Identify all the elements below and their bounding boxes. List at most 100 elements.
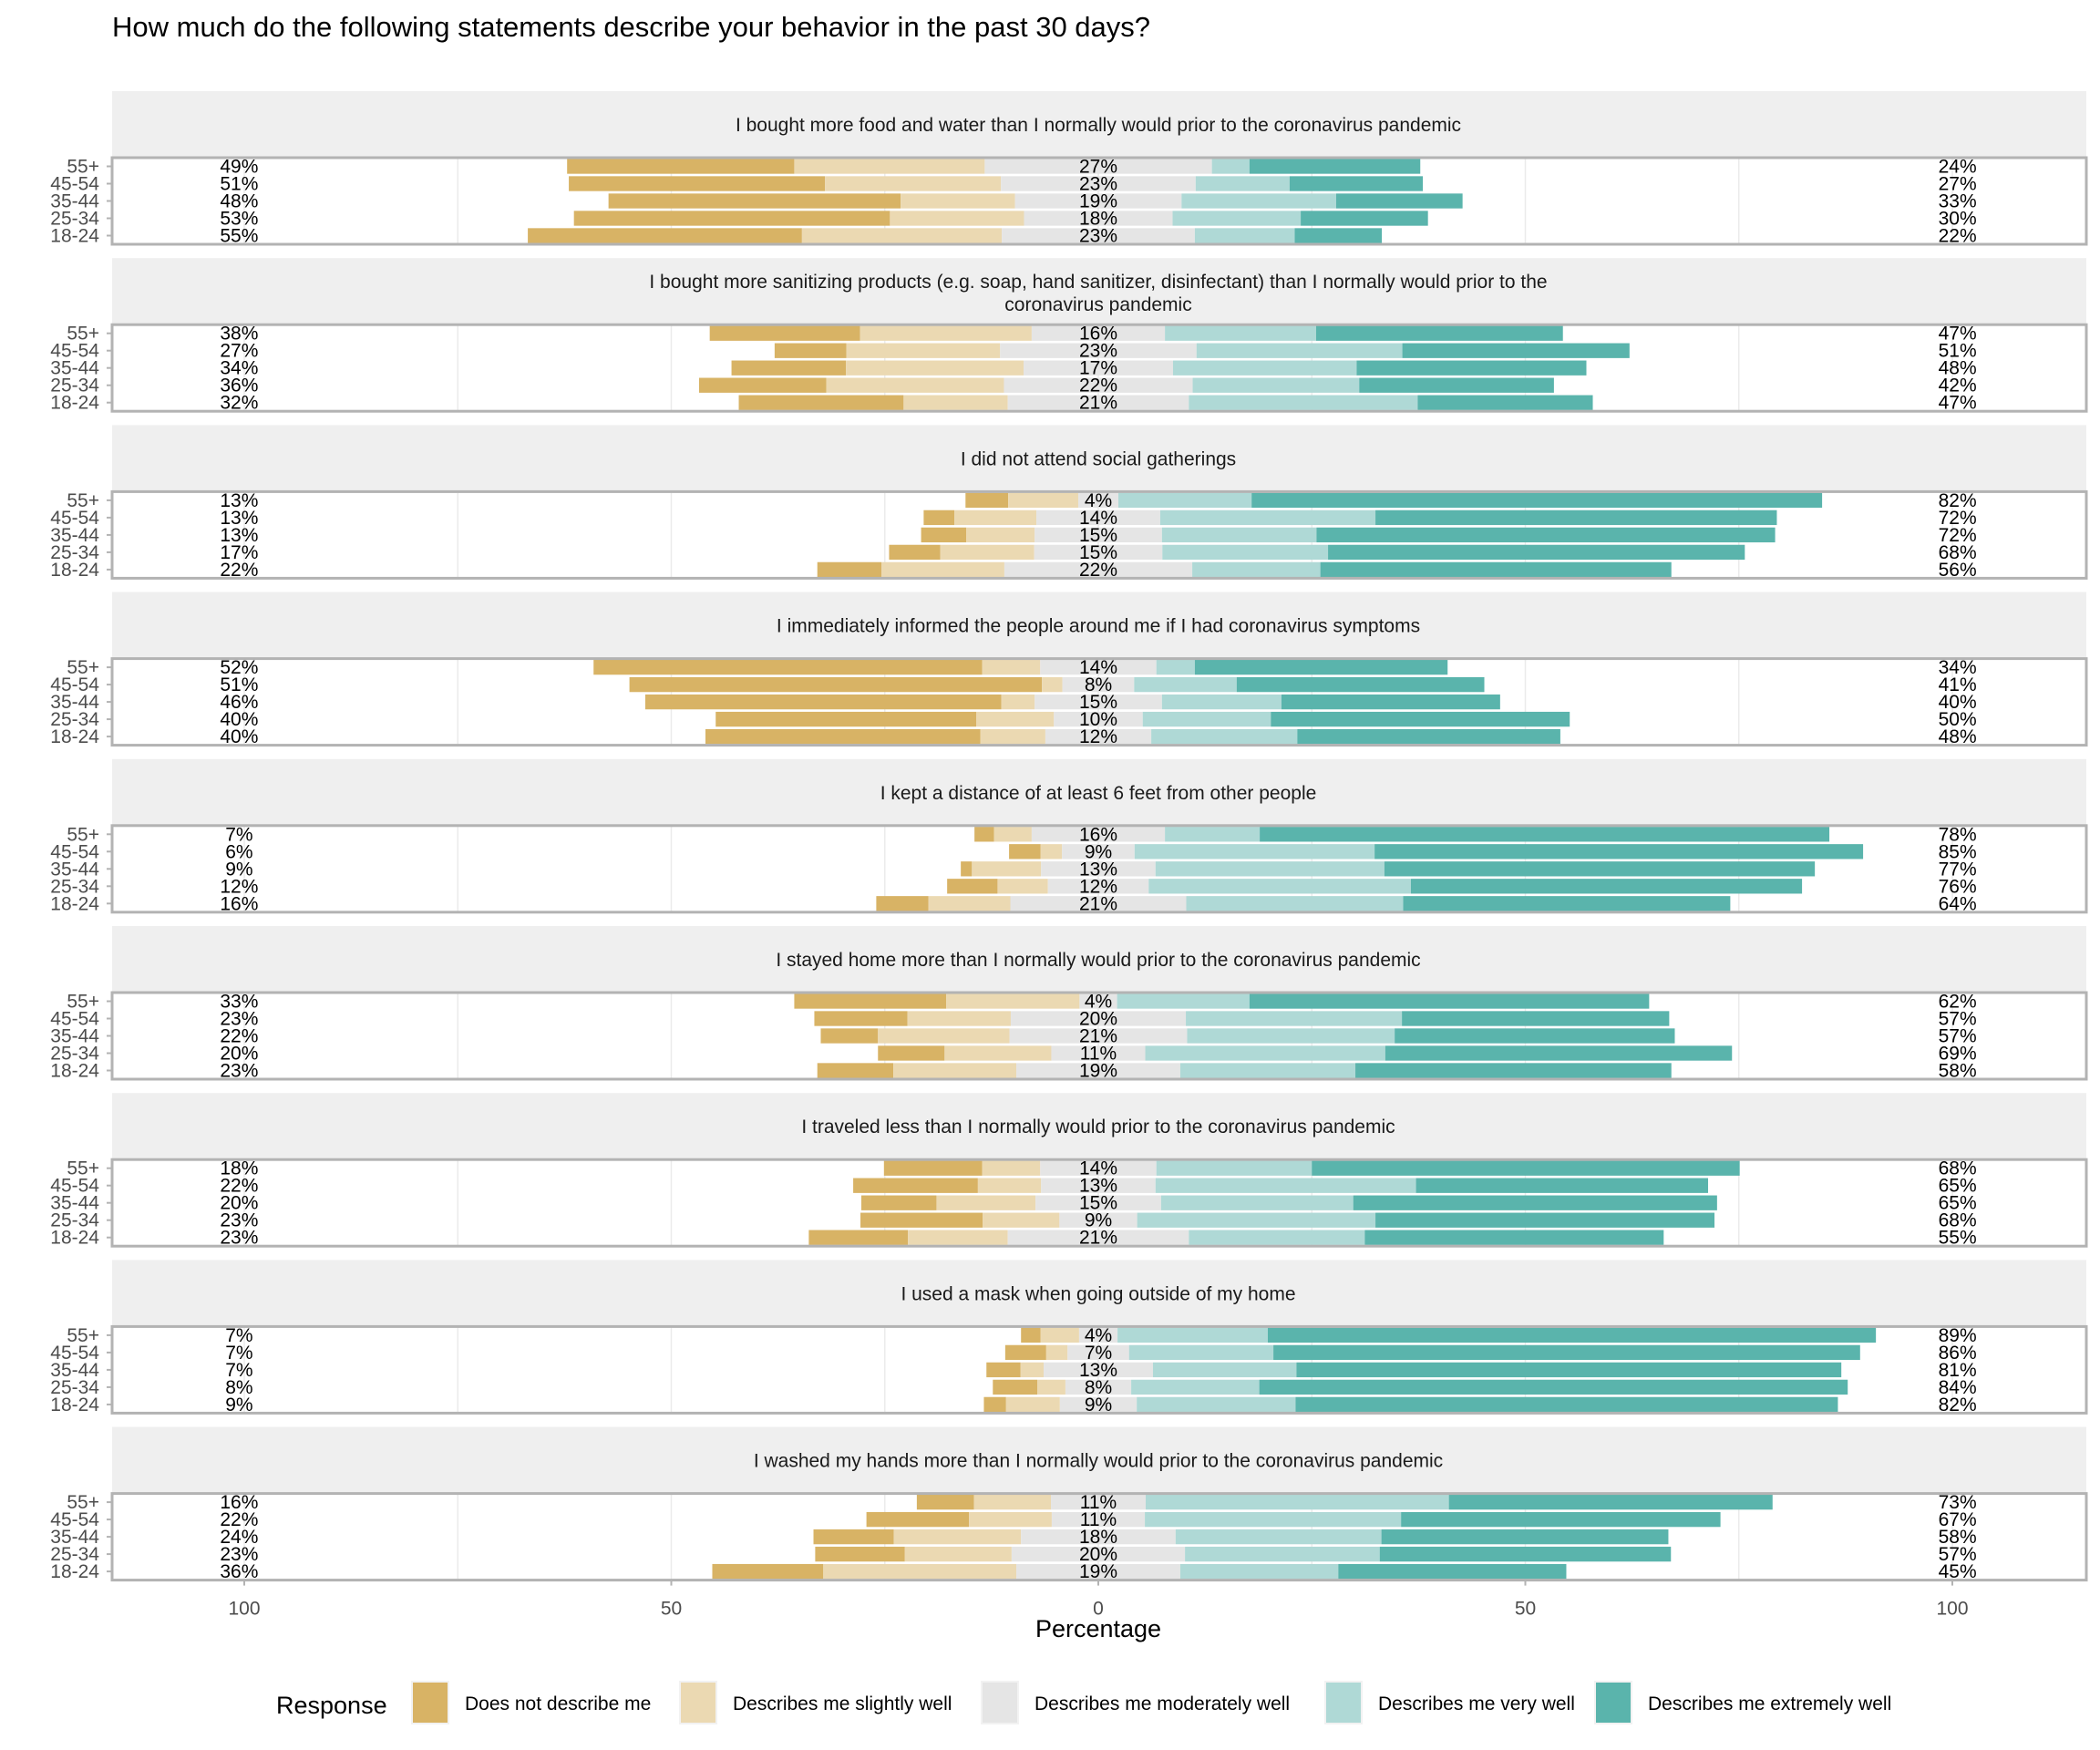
bar-row: 25-34 36% 22% 42%	[50, 376, 1976, 396]
bar-not-describe	[731, 360, 847, 376]
bar-slightly-well	[1037, 1379, 1065, 1395]
bar-row: 35-44 7% 13% 81%	[50, 1360, 1976, 1381]
low-percent-label: 23%	[220, 1061, 258, 1082]
y-tick-label: 55+	[67, 992, 99, 1013]
bar-row: 45-54 22% 13% 65%	[50, 1176, 1976, 1197]
high-percent-label: 50%	[1939, 709, 1977, 730]
y-tick-label: 35-44	[50, 1527, 99, 1548]
bar-row: 45-54 22% 11% 67%	[50, 1509, 1976, 1530]
neutral-percent-label: 9%	[1085, 1210, 1112, 1231]
y-tick-label: 55+	[67, 1492, 99, 1513]
low-percent-label: 9%	[225, 859, 252, 880]
high-percent-label: 64%	[1939, 893, 1977, 914]
high-percent-label: 34%	[1939, 657, 1977, 678]
high-percent-label: 78%	[1939, 824, 1977, 845]
bar-moderately-well	[1035, 694, 1162, 710]
y-tick-label: 25-34	[50, 709, 99, 730]
high-percent-label: 82%	[1939, 490, 1977, 511]
low-percent-label: 7%	[225, 1343, 252, 1364]
bar-very-well	[1159, 510, 1376, 526]
bar-slightly-well	[825, 176, 1002, 191]
bar-slightly-well	[1040, 844, 1063, 860]
bar-extremely-well	[1249, 159, 1421, 174]
bar-slightly-well	[940, 544, 1035, 561]
neutral-percent-label: 11%	[1080, 1492, 1117, 1513]
bar-extremely-well	[1249, 993, 1650, 1009]
x-tick-label: 100	[228, 1599, 260, 1620]
bar-very-well	[1134, 844, 1375, 860]
bar-not-describe	[876, 896, 929, 911]
y-tick-label: 25-34	[50, 1044, 99, 1065]
bar-extremely-well	[1236, 676, 1485, 693]
low-percent-label: 20%	[220, 1044, 258, 1065]
y-tick-label: 45-54	[50, 341, 99, 362]
high-percent-label: 58%	[1939, 1527, 1977, 1548]
legend-key	[981, 1681, 1019, 1724]
bar-row: 45-54 7% 7% 86%	[50, 1343, 1976, 1364]
bar-extremely-well	[1289, 176, 1424, 191]
bar-extremely-well	[1271, 711, 1570, 727]
high-percent-label: 57%	[1939, 1009, 1977, 1030]
bar-moderately-well	[1067, 1344, 1129, 1361]
bar-extremely-well	[1417, 395, 1593, 410]
bar-moderately-well	[1009, 1028, 1188, 1044]
y-tick-label: 35-44	[50, 1026, 99, 1047]
bar-extremely-well	[1403, 896, 1731, 911]
high-percent-label: 48%	[1939, 358, 1977, 379]
neutral-percent-label: 20%	[1079, 1009, 1117, 1030]
bar-extremely-well	[1194, 659, 1448, 675]
bar-extremely-well	[1375, 510, 1777, 526]
y-tick-label: 55+	[67, 824, 99, 845]
high-percent-label: 77%	[1939, 859, 1977, 880]
bar-slightly-well	[881, 561, 1004, 578]
bar-very-well	[1192, 561, 1321, 578]
bar-extremely-well	[1355, 1063, 1672, 1078]
bar-not-describe	[528, 228, 802, 243]
bar-not-describe	[1009, 844, 1041, 860]
low-percent-label: 40%	[220, 726, 258, 747]
bar-not-describe	[774, 343, 847, 358]
low-percent-label: 23%	[220, 1009, 258, 1030]
high-percent-label: 72%	[1939, 525, 1977, 546]
bar-not-describe	[983, 1396, 1006, 1413]
bar-slightly-well	[946, 993, 1080, 1009]
neutral-percent-label: 15%	[1079, 542, 1117, 563]
bar-row: 55+ 33% 4% 62%	[67, 992, 1976, 1013]
neutral-percent-label: 12%	[1079, 876, 1117, 897]
facet-strip-title: I washed my hands more than I normally w…	[754, 1451, 1443, 1472]
low-percent-label: 6%	[225, 841, 252, 862]
bar-not-describe	[853, 1178, 978, 1193]
legend: Response Does not describe me Describes m…	[276, 1681, 1891, 1724]
bar-very-well	[1155, 861, 1385, 877]
low-percent-label: 24%	[220, 1527, 258, 1548]
bar-slightly-well	[993, 827, 1032, 842]
facet-strip-title: I stayed home more than I normally would…	[776, 950, 1420, 971]
panel: I bought more sanitizing products (e.g. …	[50, 258, 2088, 414]
facet-panels: I bought more food and water than I norm…	[50, 91, 2088, 1582]
y-tick-label: 45-54	[50, 174, 99, 195]
bar-very-well	[1117, 1327, 1268, 1343]
bar-slightly-well	[1042, 676, 1063, 693]
bar-row: 25-34 23% 9% 68%	[50, 1210, 1976, 1231]
bar-not-describe	[965, 492, 1009, 509]
neutral-percent-label: 15%	[1079, 692, 1117, 713]
bar-row: 55+ 16% 11% 73%	[67, 1492, 1976, 1513]
bar-very-well	[1172, 360, 1357, 376]
low-percent-label: 22%	[220, 1509, 258, 1530]
y-tick-label: 55+	[67, 324, 99, 345]
bar-slightly-well	[890, 211, 1024, 226]
high-percent-label: 84%	[1939, 1377, 1977, 1398]
bar-slightly-well	[1040, 1327, 1079, 1343]
bar-not-describe	[817, 1063, 894, 1078]
low-percent-label: 7%	[225, 1325, 252, 1346]
bar-very-well	[1162, 544, 1329, 561]
bar-row: 18-24 36% 19% 45%	[50, 1561, 1976, 1582]
bar-not-describe	[794, 993, 947, 1009]
low-percent-label: 9%	[225, 1395, 252, 1415]
bar-not-describe	[813, 1529, 894, 1545]
bar-not-describe	[738, 395, 904, 410]
bar-very-well	[1142, 711, 1271, 727]
bar-moderately-well	[1014, 193, 1182, 209]
bar-extremely-well	[1328, 544, 1745, 561]
